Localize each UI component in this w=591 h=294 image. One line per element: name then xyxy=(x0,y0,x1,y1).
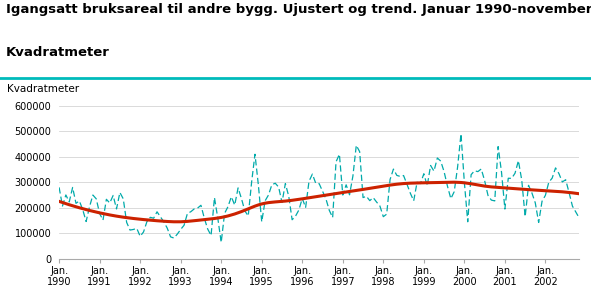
Text: Igangsatt bruksareal til andre bygg. Ujustert og trend. Januar 1990-november 200: Igangsatt bruksareal til andre bygg. Uju… xyxy=(6,3,591,16)
Text: Kvadratmeter: Kvadratmeter xyxy=(7,83,79,93)
Text: Kvadratmeter: Kvadratmeter xyxy=(6,46,110,59)
